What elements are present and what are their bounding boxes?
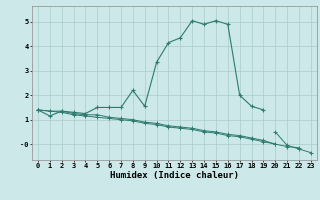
X-axis label: Humidex (Indice chaleur): Humidex (Indice chaleur) <box>110 171 239 180</box>
